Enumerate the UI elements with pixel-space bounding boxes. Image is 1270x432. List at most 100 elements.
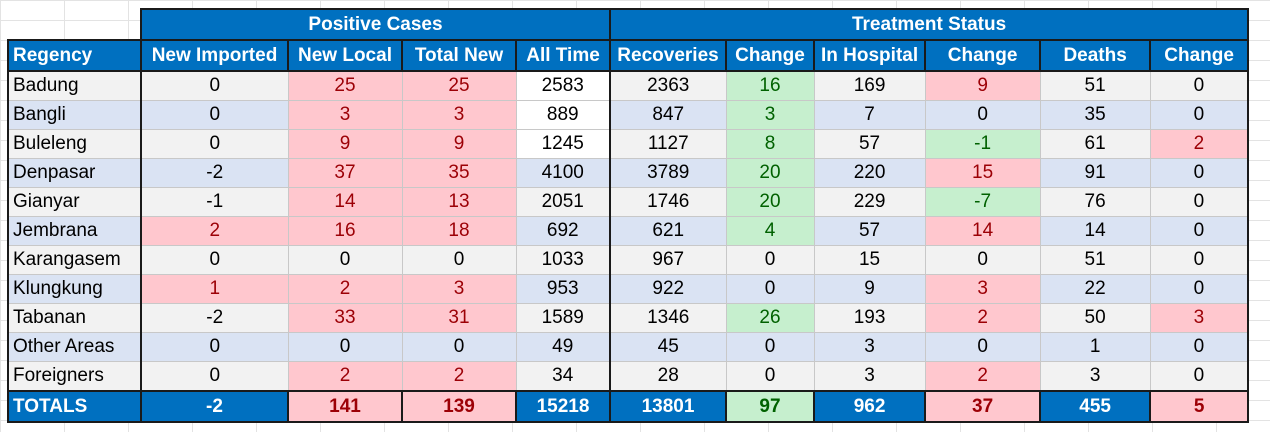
cell-total-new[interactable]: 2	[401, 361, 517, 392]
cell-hospital-change[interactable]: 15	[924, 158, 1041, 188]
cell-hospital-change[interactable]: 2	[924, 303, 1041, 333]
cell-new-imported[interactable]: -2	[140, 158, 289, 188]
column-header-hospital-change[interactable]: Change	[924, 39, 1042, 72]
cell-total-new[interactable]: 3	[401, 274, 517, 304]
totals-hospital-change[interactable]: 37	[924, 390, 1042, 423]
cell-new-imported[interactable]: 0	[140, 129, 289, 159]
cell-hospital-change[interactable]: 0	[924, 332, 1041, 362]
cell-recoveries[interactable]: 1127	[609, 129, 727, 159]
cell-deaths-change[interactable]: 0	[1149, 245, 1250, 275]
totals-all-time[interactable]: 15218	[515, 390, 611, 423]
cell-regency[interactable]: Klungkung	[7, 274, 142, 304]
cell-new-imported[interactable]: 0	[140, 332, 289, 362]
cell-recoveries-change[interactable]: 8	[725, 129, 815, 159]
cell-hospital-change[interactable]: 3	[924, 274, 1041, 304]
cell-deaths-change[interactable]: 2	[1149, 129, 1250, 159]
cell-total-new[interactable]: 31	[401, 303, 517, 333]
group-header-positive-cases[interactable]: Positive Cases	[140, 8, 611, 41]
cell-recoveries-change[interactable]: 3	[725, 100, 815, 130]
cell-recoveries-change[interactable]: 16	[725, 70, 815, 101]
cell-total-new[interactable]: 0	[401, 332, 517, 362]
cell-deaths[interactable]: 76	[1039, 187, 1151, 217]
cell-total-new[interactable]: 13	[401, 187, 517, 217]
cell-deaths-change[interactable]: 0	[1149, 70, 1250, 101]
cell-deaths-change[interactable]: 0	[1149, 274, 1250, 304]
totals-recoveries[interactable]: 13801	[609, 390, 727, 423]
cell-all-time[interactable]: 953	[515, 274, 611, 304]
column-header-total-new[interactable]: Total New	[401, 39, 517, 72]
totals-regency[interactable]: TOTALS	[7, 390, 142, 423]
cell-hospital-change[interactable]: -1	[924, 129, 1041, 159]
totals-new-imported[interactable]: -2	[140, 390, 289, 423]
cell-in-hospital[interactable]: 9	[813, 274, 926, 304]
cell-regency[interactable]: Tabanan	[7, 303, 142, 333]
cell-new-imported[interactable]: 0	[140, 70, 289, 101]
group-header-treatment-status[interactable]: Treatment Status	[608, 8, 1250, 41]
cell-deaths-change[interactable]: 0	[1149, 187, 1250, 217]
cell-regency[interactable]: Other Areas	[7, 332, 142, 362]
column-header-regency[interactable]: Regency	[7, 39, 142, 72]
cell-recoveries[interactable]: 2363	[609, 70, 727, 101]
cell-recoveries[interactable]: 847	[609, 100, 727, 130]
cell-recoveries-change[interactable]: 20	[725, 158, 815, 188]
cell-in-hospital[interactable]: 57	[813, 129, 926, 159]
cell-in-hospital[interactable]: 15	[813, 245, 926, 275]
cell-recoveries[interactable]: 28	[609, 361, 727, 392]
cell-recoveries-change[interactable]: 26	[725, 303, 815, 333]
cell-regency[interactable]: Badung	[7, 70, 142, 101]
cell-total-new[interactable]: 18	[401, 216, 517, 246]
cell-all-time[interactable]: 1033	[515, 245, 611, 275]
cell-all-time[interactable]: 889	[515, 100, 611, 130]
cell-recoveries-change[interactable]: 0	[725, 274, 815, 304]
cell-recoveries-change[interactable]: 20	[725, 187, 815, 217]
cell-in-hospital[interactable]: 7	[813, 100, 926, 130]
column-header-deaths-change[interactable]: Change	[1149, 39, 1250, 72]
cell-all-time[interactable]: 1589	[515, 303, 611, 333]
cell-hospital-change[interactable]: -7	[924, 187, 1041, 217]
cell-deaths[interactable]: 35	[1039, 100, 1151, 130]
cell-recoveries-change[interactable]: 0	[725, 245, 815, 275]
cell-new-local[interactable]: 2	[287, 361, 403, 392]
totals-recoveries-change[interactable]: 97	[725, 390, 815, 423]
cell-deaths[interactable]: 61	[1039, 129, 1151, 159]
cell-new-imported[interactable]: 0	[140, 361, 289, 392]
cell-recoveries[interactable]: 967	[609, 245, 727, 275]
cell-deaths-change[interactable]: 0	[1149, 332, 1250, 362]
cell-recoveries-change[interactable]: 4	[725, 216, 815, 246]
cell-regency[interactable]: Jembrana	[7, 216, 142, 246]
cell-in-hospital[interactable]: 193	[813, 303, 926, 333]
cell-in-hospital[interactable]: 229	[813, 187, 926, 217]
cell-recoveries[interactable]: 922	[609, 274, 727, 304]
cell-in-hospital[interactable]: 3	[813, 332, 926, 362]
cell-new-local[interactable]: 33	[287, 303, 403, 333]
totals-in-hospital[interactable]: 962	[812, 390, 927, 423]
cell-new-local[interactable]: 37	[287, 158, 403, 188]
cell-recoveries[interactable]: 621	[609, 216, 727, 246]
cell-new-imported[interactable]: -1	[140, 187, 289, 217]
cell-regency[interactable]: Denpasar	[7, 158, 142, 188]
cell-recoveries[interactable]: 45	[609, 332, 727, 362]
totals-new-local[interactable]: 141	[287, 390, 403, 423]
cell-deaths[interactable]: 91	[1039, 158, 1151, 188]
cell-deaths[interactable]: 22	[1039, 274, 1151, 304]
cell-hospital-change[interactable]: 0	[924, 245, 1041, 275]
cell-total-new[interactable]: 0	[401, 245, 517, 275]
cell-new-imported[interactable]: 1	[140, 274, 289, 304]
totals-deaths-change[interactable]: 5	[1149, 390, 1250, 423]
cell-recoveries-change[interactable]: 0	[725, 332, 815, 362]
cell-deaths[interactable]: 50	[1039, 303, 1151, 333]
column-header-recoveries-change[interactable]: Change	[725, 39, 815, 72]
cell-deaths-change[interactable]: 0	[1149, 361, 1250, 392]
cell-all-time[interactable]: 1245	[515, 129, 611, 159]
cell-regency[interactable]: Foreigners	[7, 361, 142, 392]
cell-in-hospital[interactable]: 3	[813, 361, 926, 392]
cell-new-local[interactable]: 25	[287, 70, 403, 101]
cell-recoveries[interactable]: 1346	[609, 303, 727, 333]
cell-new-local[interactable]: 16	[287, 216, 403, 246]
cell-total-new[interactable]: 25	[401, 70, 517, 101]
totals-deaths[interactable]: 455	[1039, 390, 1152, 423]
column-header-new-imported[interactable]: New Imported	[140, 39, 289, 72]
cell-all-time[interactable]: 2583	[515, 70, 611, 101]
cell-new-local[interactable]: 2	[287, 274, 403, 304]
cell-recoveries[interactable]: 3789	[609, 158, 727, 188]
